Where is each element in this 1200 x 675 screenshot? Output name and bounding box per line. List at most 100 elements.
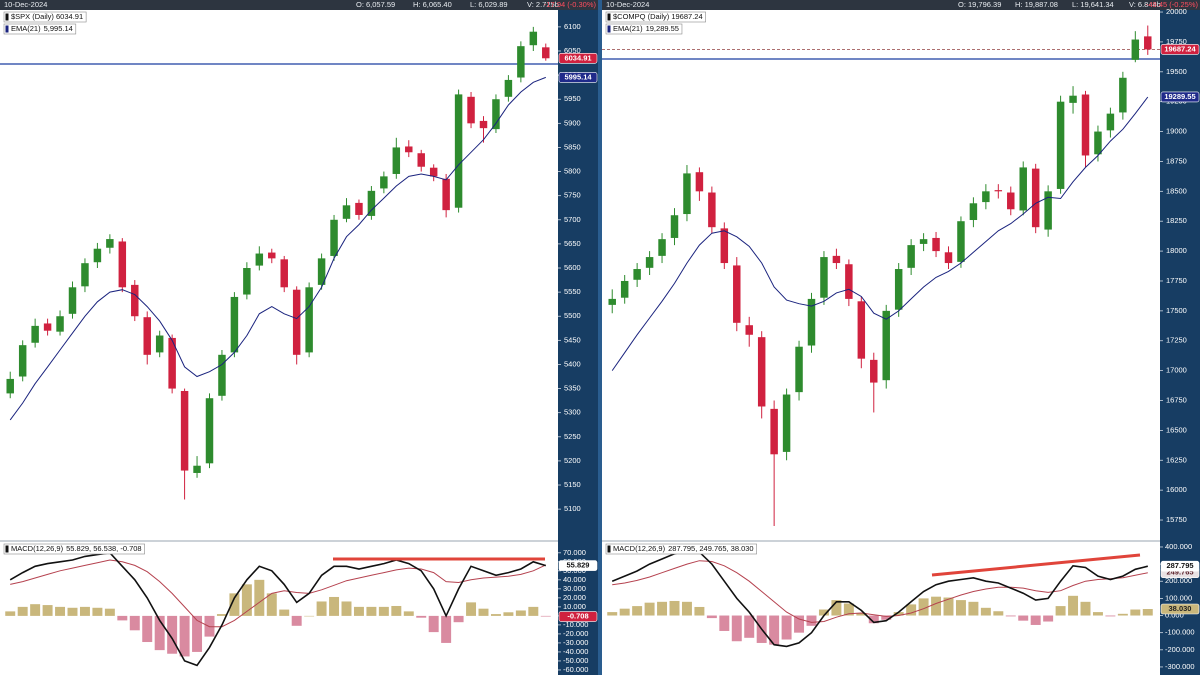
legend-text: 55.829, 56.538, -0.708 xyxy=(66,544,141,553)
legend-box: MACD(12,26,9) 287.795, 249.765, 38.030 xyxy=(605,543,757,555)
axis-tag-text: 287.795 xyxy=(1166,561,1193,570)
axis-tag-box xyxy=(558,560,598,571)
histogram-bar xyxy=(366,606,377,616)
legend-text: EMA(21) xyxy=(613,24,643,33)
panel-divider xyxy=(598,0,602,675)
header-date: 10-Dec-2024 xyxy=(606,0,649,9)
histogram-bar xyxy=(1005,615,1016,617)
candle-body xyxy=(81,263,89,287)
histogram-bar xyxy=(806,615,817,626)
histogram-bar xyxy=(279,609,290,616)
histogram-bar xyxy=(453,615,464,623)
macd-tick-label: -20.000 xyxy=(563,629,588,638)
histogram-bar xyxy=(316,601,327,616)
y-tick-label: 16000 xyxy=(1166,485,1187,494)
histogram-bar xyxy=(931,596,942,616)
y-tick-label: 16750 xyxy=(1166,395,1187,404)
candle-body xyxy=(932,237,940,252)
candle-body xyxy=(832,255,841,264)
legend-swatch xyxy=(607,25,611,33)
candle-body xyxy=(695,172,704,192)
legend-text: 5,995.14 xyxy=(44,24,73,33)
histogram-bar xyxy=(1030,615,1041,625)
y-tick-label: 5200 xyxy=(564,456,581,465)
histogram-bar xyxy=(478,608,489,616)
candle-body xyxy=(106,239,114,248)
header-stat: V: 6.844b xyxy=(1129,0,1161,9)
histogram-bar xyxy=(67,607,78,616)
histogram-bar xyxy=(1117,613,1128,616)
macd-tick-label: 40.000 xyxy=(563,575,586,584)
histogram-bar xyxy=(378,606,389,616)
histogram-bar xyxy=(1055,606,1066,616)
y-tick-label: 5400 xyxy=(564,359,581,368)
candle-body xyxy=(454,94,463,208)
header-stat: O: 19,796.39 xyxy=(958,0,1001,9)
candle-body xyxy=(782,394,791,452)
legend-box: EMA(21) 5,995.14 xyxy=(3,23,77,35)
legend-text: MACD(12,26,9) xyxy=(11,544,64,553)
candle-body xyxy=(292,289,301,355)
legend-text: $COMPQ (Daily) 19687.24 xyxy=(613,12,703,21)
legend-box: EMA(21) 19,289.55 xyxy=(605,23,683,35)
candle-body xyxy=(18,345,27,377)
histogram-bar xyxy=(5,611,16,616)
axis-tag-box xyxy=(1160,603,1200,615)
axis-tag-text: 6034.91 xyxy=(564,53,591,62)
candle-body xyxy=(994,190,1003,192)
header-stat: H: 6,065.40 xyxy=(413,0,452,9)
histogram-bar xyxy=(428,615,439,633)
y-tick-label: 15750 xyxy=(1166,515,1187,524)
histogram-bar xyxy=(266,593,277,616)
candle-body xyxy=(720,228,729,264)
macd-tick-label: -300.000 xyxy=(1165,662,1195,671)
candle-body xyxy=(529,31,538,46)
candle-body xyxy=(1019,167,1027,211)
axis-tag: 287.795 xyxy=(1160,560,1200,572)
axis-tag-text: 5995.14 xyxy=(564,72,592,81)
legend-swatch xyxy=(5,545,9,553)
legend-frame xyxy=(3,23,77,35)
candle-body xyxy=(969,203,978,221)
histogram-bar xyxy=(1080,601,1091,616)
histogram-bar xyxy=(906,604,917,616)
candle-body xyxy=(143,317,151,355)
y-tick-label: 5450 xyxy=(564,335,581,344)
labels: 10-Dec-2024 O: 6,057.59 H: 6,065.40 L: 6,02… xyxy=(3,0,1200,674)
histogram-bar xyxy=(142,615,153,643)
histogram-bar xyxy=(30,604,41,616)
histogram-bar xyxy=(1068,595,1079,616)
signal-line xyxy=(10,559,547,628)
y-tick-label: 5150 xyxy=(564,480,581,489)
candle-body xyxy=(542,47,550,59)
candle-body xyxy=(1031,168,1040,228)
histogram-bar xyxy=(540,615,551,617)
y-tick-label: 17250 xyxy=(1166,336,1187,345)
candle-body xyxy=(1094,131,1102,155)
candle-body xyxy=(1069,95,1077,103)
y-tick-label: 18250 xyxy=(1166,216,1187,225)
header-date: 10-Dec-2024 xyxy=(4,0,47,9)
histogram-bar xyxy=(943,597,954,616)
candle-body xyxy=(155,335,164,353)
y-tick-label: 6100 xyxy=(564,22,581,31)
histogram-bar xyxy=(744,615,755,638)
macd-tick-label: 0.000 xyxy=(1165,611,1184,620)
y-tick-label: 5650 xyxy=(564,239,581,248)
ema-line xyxy=(9,76,546,421)
candle-body xyxy=(683,173,691,215)
y-tick-label: 17000 xyxy=(1166,366,1187,375)
legend-frame xyxy=(3,11,87,23)
macd-tick-label: 100.000 xyxy=(1165,593,1192,602)
divergence-line xyxy=(931,553,1141,577)
histogram-bar xyxy=(856,612,867,616)
y-tick-label: 5300 xyxy=(564,408,581,417)
histogram-bar xyxy=(441,615,452,643)
candle-body xyxy=(1131,39,1140,60)
legend-swatch xyxy=(5,13,9,21)
histogram-bar xyxy=(192,615,203,652)
histogram-bar xyxy=(79,606,90,616)
histogram-bar xyxy=(254,579,265,616)
signal-line xyxy=(612,560,1148,623)
header-stat: O: 6,057.59 xyxy=(356,0,395,9)
